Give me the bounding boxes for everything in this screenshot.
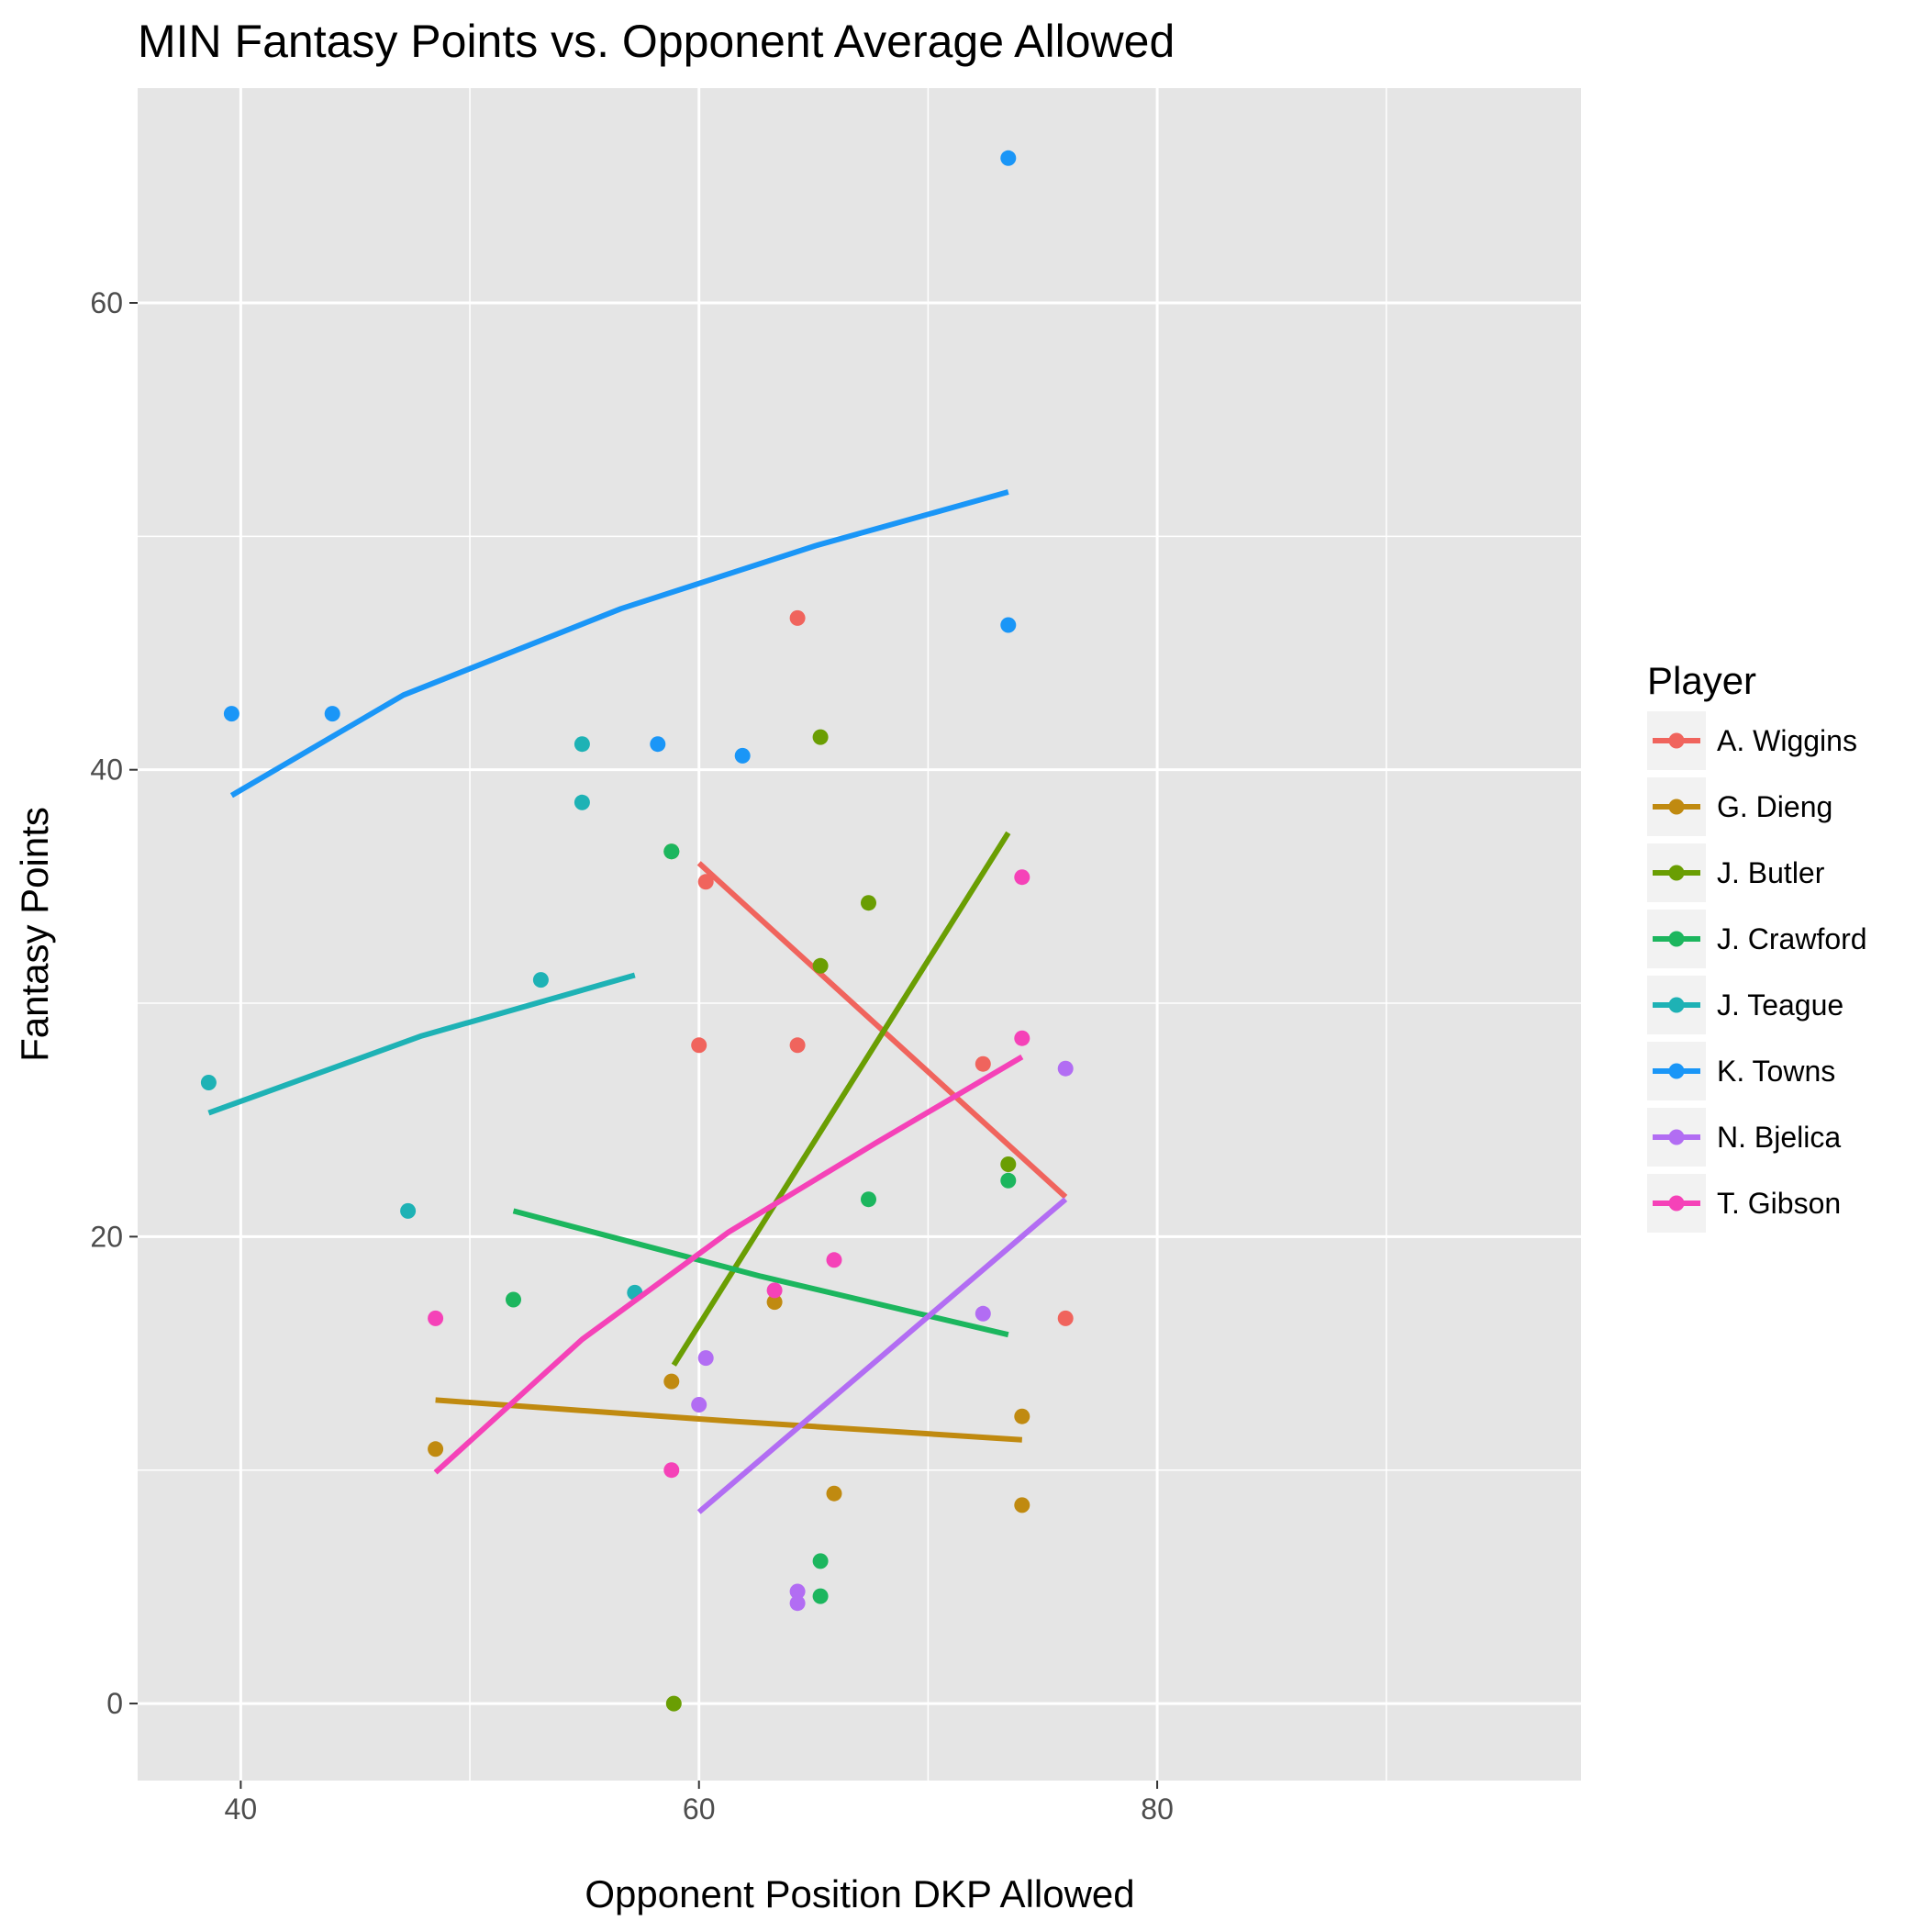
data-point — [1014, 1497, 1030, 1513]
data-point — [223, 706, 239, 722]
legend-key-point — [1668, 997, 1685, 1013]
data-point — [789, 609, 806, 626]
data-point — [826, 1252, 842, 1268]
data-point — [691, 1037, 707, 1054]
legend-label: K. Towns — [1717, 1055, 1835, 1088]
legend-label: G. Dieng — [1717, 790, 1832, 823]
data-point — [200, 1075, 217, 1090]
trend-line — [696, 1197, 1068, 1514]
legend-item: G. Dieng — [1647, 777, 1832, 836]
x-tick-label: 80 — [1141, 1792, 1174, 1826]
data-point — [428, 1441, 444, 1457]
data-point — [861, 1191, 876, 1208]
data-point — [766, 1282, 783, 1299]
data-point — [789, 1595, 806, 1612]
y-tick-label: 40 — [90, 754, 123, 787]
data-point — [506, 1291, 521, 1308]
legend-item: K. Towns — [1647, 1042, 1835, 1100]
data-point — [812, 1588, 829, 1604]
legend-item: J. Teague — [1647, 976, 1843, 1034]
legend-title: Player — [1647, 659, 1756, 702]
data-point — [1014, 1408, 1030, 1424]
data-point — [697, 874, 714, 890]
panel-background — [138, 88, 1581, 1781]
data-point — [650, 736, 666, 753]
data-point — [1014, 1030, 1030, 1046]
legend-key-point — [1668, 1063, 1685, 1079]
data-point — [663, 1373, 680, 1390]
data-point — [691, 1397, 707, 1413]
series-layer — [200, 150, 1074, 1712]
legend-item: J. Crawford — [1647, 910, 1867, 968]
data-point — [789, 1583, 806, 1600]
data-point — [324, 706, 340, 722]
legend-item: A. Wiggins — [1647, 711, 1857, 770]
legend-label: J. Butler — [1717, 856, 1825, 889]
data-point — [400, 1202, 417, 1219]
data-point — [734, 747, 751, 764]
legend-label: J. Crawford — [1717, 922, 1867, 955]
x-tick-label: 40 — [225, 1792, 258, 1826]
legend-key-point — [1668, 865, 1685, 881]
legend-key-point — [1668, 1129, 1685, 1145]
data-point — [1014, 869, 1030, 886]
data-point — [812, 957, 829, 974]
x-tick-label: 60 — [683, 1792, 716, 1826]
trend-line — [435, 1397, 1022, 1443]
legend-label: T. Gibson — [1717, 1187, 1841, 1220]
axes-layer: 40 60 80 0 20 40 60 — [90, 286, 1173, 1826]
legend-label: A. Wiggins — [1717, 724, 1857, 757]
legend-item: N. Bjelica — [1647, 1108, 1841, 1167]
data-point — [826, 1485, 842, 1502]
data-point — [789, 1037, 806, 1054]
x-axis-title: Opponent Position DKP Allowed — [585, 1872, 1134, 1915]
legend-label: N. Bjelica — [1717, 1121, 1841, 1154]
data-point — [766, 1294, 783, 1311]
series-k-towns — [223, 150, 1017, 798]
series-g-dieng — [428, 1294, 1030, 1513]
legend-item: T. Gibson — [1647, 1174, 1841, 1233]
data-point — [665, 1695, 682, 1712]
data-point — [1000, 1156, 1017, 1172]
data-point — [1057, 1060, 1074, 1077]
data-point — [975, 1305, 991, 1322]
data-point — [1000, 617, 1017, 633]
trend-line — [671, 831, 1011, 1367]
legend: Player A. Wiggins G. Dieng J. Butler J. Cra… — [1647, 659, 1867, 1233]
series-j-teague — [200, 736, 643, 1301]
data-point — [812, 1553, 829, 1569]
data-point — [574, 736, 590, 753]
data-point — [697, 1350, 714, 1367]
data-point — [812, 729, 829, 745]
trend-line — [229, 489, 1009, 798]
y-tick-label: 0 — [106, 1687, 123, 1720]
trend-line — [433, 1054, 1024, 1475]
data-point — [428, 1310, 444, 1326]
data-point — [1057, 1310, 1074, 1326]
chart-title: MIN Fantasy Points vs. Opponent Average … — [138, 16, 1175, 67]
legend-key-point — [1668, 1195, 1685, 1212]
data-point — [532, 972, 549, 988]
plot-panel — [138, 88, 1581, 1781]
data-point — [663, 843, 680, 860]
series-n-bjelica — [691, 1060, 1074, 1612]
legend-item: J. Butler — [1647, 843, 1825, 902]
y-axis-title: Fantasy Points — [13, 807, 56, 1062]
data-point — [975, 1055, 991, 1072]
y-tick-label: 60 — [90, 286, 123, 319]
data-point — [663, 1462, 680, 1479]
legend-key-point — [1668, 732, 1685, 749]
data-point — [861, 895, 876, 911]
series-t-gibson — [428, 869, 1030, 1479]
y-tick-label: 20 — [90, 1220, 123, 1253]
legend-label: J. Teague — [1717, 988, 1843, 1022]
data-point — [1000, 150, 1017, 166]
legend-key-point — [1668, 931, 1685, 947]
trend-line — [207, 972, 636, 1116]
legend-key-point — [1668, 798, 1685, 815]
data-point — [574, 794, 590, 810]
data-point — [1000, 1172, 1017, 1189]
